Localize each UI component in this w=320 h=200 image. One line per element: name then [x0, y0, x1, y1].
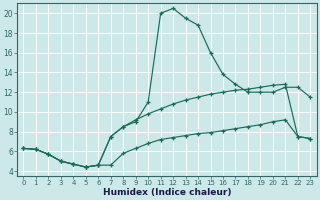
X-axis label: Humidex (Indice chaleur): Humidex (Indice chaleur): [103, 188, 231, 197]
